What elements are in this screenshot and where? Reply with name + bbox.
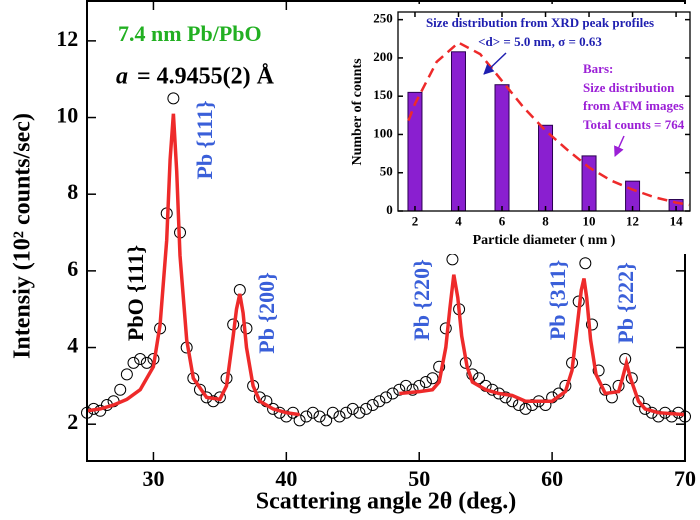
y-tick-label: 250: [373, 11, 393, 26]
annotation: a: [116, 64, 128, 90]
y-tick-label: 6: [67, 256, 78, 281]
annotation: 7.4 nm Pb/PbO: [118, 21, 262, 46]
data-point: [519, 402, 532, 415]
data-point: [167, 92, 180, 105]
bar: [407, 91, 423, 212]
data-point: [393, 383, 406, 396]
data-point: [346, 402, 359, 415]
data-point: [340, 406, 353, 419]
data-point: [399, 379, 412, 392]
data-point: [326, 406, 339, 419]
data-point: [366, 399, 379, 412]
x-tick-label: 14: [670, 214, 684, 229]
data-point: [473, 372, 486, 385]
data-point: [446, 253, 459, 266]
x-axis-label: Scattering angle 2θ (deg.): [256, 489, 516, 515]
data-point: [134, 353, 147, 366]
y-tick-label: 8: [67, 179, 78, 204]
x-tick-label: 60: [541, 466, 563, 491]
data-point: [665, 410, 678, 423]
data-point: [333, 410, 346, 423]
data-point: [300, 410, 313, 423]
y-tick-label: 0: [386, 202, 393, 217]
plot-frame: [397, 11, 691, 212]
bar: [581, 155, 597, 212]
bar: [450, 51, 466, 212]
inset-annotation: from AFM images: [583, 98, 684, 113]
data-point: [127, 356, 140, 369]
data-point: [433, 360, 446, 373]
data-point: [406, 383, 419, 396]
y-tick-label: 12: [56, 26, 78, 51]
y-tick-label: 200: [373, 49, 393, 64]
arrow: [483, 52, 507, 75]
annotation: Pb {222}: [613, 262, 638, 344]
y-tick-label: 2: [67, 409, 78, 434]
data-point: [193, 383, 206, 396]
bar: [538, 124, 554, 212]
data-point: [373, 395, 386, 408]
annotation: Pb {200}: [254, 272, 279, 354]
y-axis-label: Intensiy (10² counts/sec): [10, 113, 36, 359]
annotation: PbO {111}: [123, 245, 148, 341]
y-tick-label: 10: [56, 103, 78, 128]
data-point: [380, 391, 392, 404]
data-point: [419, 376, 432, 389]
inset-annotation: Size distribution from XRD peak profiles: [426, 15, 654, 30]
inset-background: [345, 4, 697, 254]
data-point: [140, 356, 153, 369]
data-point: [426, 372, 439, 385]
data-point: [353, 406, 366, 419]
bar: [494, 84, 510, 212]
fit-line: [407, 41, 690, 207]
inset-annotation: Total counts = 764: [583, 117, 685, 132]
inset-y-axis-label: Number of counts: [350, 58, 365, 166]
y-tick-label: 50: [380, 164, 393, 179]
data-point: [320, 414, 333, 427]
inset-annotation: <d> = 5.0 nm, σ = 0.63: [478, 34, 602, 49]
x-tick-label: 40: [275, 466, 297, 491]
annotation: Pb {220}: [409, 259, 434, 341]
arrow: [614, 135, 625, 157]
x-tick-label: 70: [674, 466, 696, 491]
data-point: [360, 402, 373, 415]
x-tick-label: 30: [142, 466, 164, 491]
annotation: Pb {311}: [545, 260, 570, 340]
inset-annotation: Bars:: [583, 61, 613, 76]
data-point: [293, 414, 306, 427]
x-tick-label: 4: [455, 214, 462, 229]
fit-line: [86, 113, 686, 417]
y-tick-label: 150: [373, 87, 393, 102]
x-tick-label: 2: [412, 214, 419, 229]
x-tick-label: 8: [542, 214, 549, 229]
inset-x-axis-label: Particle diameter ( nm ): [473, 233, 616, 248]
data-point: [114, 383, 127, 396]
data-point: [207, 395, 220, 408]
x-tick-label: 6: [499, 214, 506, 229]
inset-annotation: Size distribution: [583, 80, 675, 95]
x-tick-label: 10: [583, 214, 596, 229]
data-point: [386, 387, 399, 400]
data-point: [632, 395, 645, 408]
data-point: [313, 410, 326, 423]
annotation: Pb {111}: [192, 100, 217, 179]
data-point: [499, 391, 512, 404]
y-tick-label: 100: [373, 125, 393, 140]
data-point: [579, 257, 592, 270]
annotation: = 4.9455(2) Å: [137, 64, 275, 90]
data-point: [306, 406, 319, 419]
y-tick-label: 4: [67, 333, 78, 358]
x-tick-label: 12: [626, 214, 639, 229]
x-tick-label: 50: [408, 466, 430, 491]
data-point: [585, 318, 598, 331]
data-point: [120, 368, 133, 381]
